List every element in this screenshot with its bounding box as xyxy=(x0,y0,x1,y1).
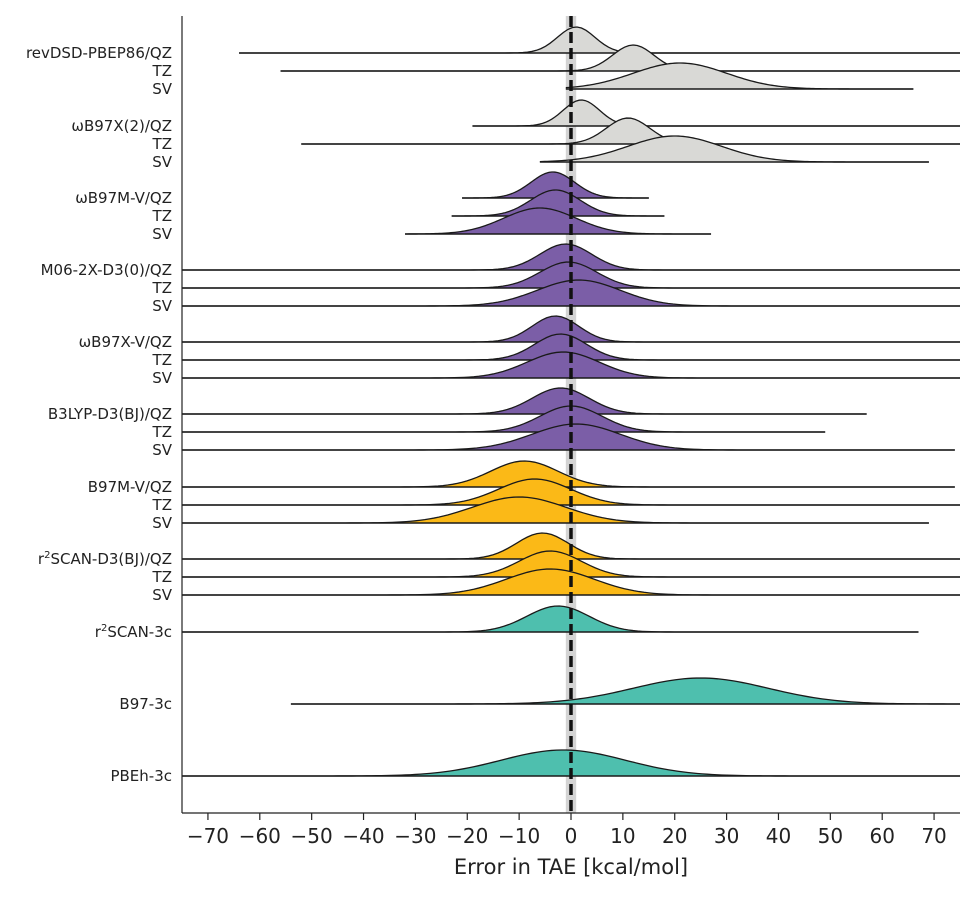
ridge-fill xyxy=(565,63,914,89)
ridge-fill xyxy=(182,606,919,632)
y-label: SV xyxy=(152,297,173,315)
ridge-3 xyxy=(472,99,960,127)
y-label: TZ xyxy=(152,496,172,514)
x-tick-label: −10 xyxy=(498,824,540,848)
y-label: revDSD-PBEP86/QZ xyxy=(26,44,172,62)
y-label: SV xyxy=(152,369,173,387)
y-label: r2SCAN-D3(BJ)/QZ xyxy=(38,550,172,568)
y-label: ωB97X(2)/QZ xyxy=(71,117,172,135)
ridge-24 xyxy=(182,605,919,633)
y-label: TZ xyxy=(152,207,172,225)
x-tick-label: 60 xyxy=(869,824,894,848)
y-label: SV xyxy=(152,514,173,532)
x-ticks-group: −70 −60 −50 −40 −30 −20 −10 0 10 20 30 40 50 60 70 xyxy=(187,813,947,848)
x-tick-label: 50 xyxy=(818,824,843,848)
x-tick-label: −20 xyxy=(446,824,488,848)
ridge-fill xyxy=(280,45,960,71)
x-tick-label: 20 xyxy=(662,824,687,848)
y-label: TZ xyxy=(152,135,172,153)
x-tick-label: 0 xyxy=(565,824,578,848)
x-tick-label: −60 xyxy=(239,824,281,848)
ridge-fill xyxy=(462,172,649,198)
ridge-0 xyxy=(239,26,961,54)
ridge-fill xyxy=(239,27,961,53)
x-tick-label: −50 xyxy=(291,824,333,848)
ridge-25 xyxy=(290,677,960,705)
ridge-8 xyxy=(405,207,712,235)
x-tick-label: −30 xyxy=(394,824,436,848)
x-tick-label: −40 xyxy=(342,824,384,848)
y-label: ωB97X-V/QZ xyxy=(79,333,172,351)
ridge-4 xyxy=(301,117,960,145)
y-label: r2SCAN-3c xyxy=(95,623,172,641)
x-tick-label: −70 xyxy=(187,824,229,848)
ridge-fill xyxy=(182,750,960,776)
y-label: SV xyxy=(152,80,173,98)
ridge-2 xyxy=(565,62,914,90)
y-labels-group: revDSD-PBEP86/QZTZSVωB97X(2)/QZTZSVωB97M… xyxy=(26,44,173,785)
y-label: TZ xyxy=(152,568,172,586)
y-label: TZ xyxy=(152,279,172,297)
y-label: SV xyxy=(152,225,173,243)
y-label: TZ xyxy=(152,423,172,441)
y-label: SV xyxy=(152,586,173,604)
y-label: B3LYP-D3(BJ)/QZ xyxy=(48,405,172,423)
ridge-fill xyxy=(182,424,955,450)
y-label: TZ xyxy=(152,351,172,369)
x-axis-label: Error in TAE [kcal/mol] xyxy=(454,855,688,879)
y-label: B97M-V/QZ xyxy=(88,478,172,496)
y-label: SV xyxy=(152,441,173,459)
ridge-fill xyxy=(451,190,665,216)
y-label: PBEh-3c xyxy=(110,767,172,785)
ridge-20 xyxy=(182,496,929,524)
ridge-fill xyxy=(182,352,960,378)
y-label: TZ xyxy=(152,62,172,80)
y-label: B97-3c xyxy=(119,695,172,713)
y-label: M06-2X-D3(0)/QZ xyxy=(41,261,172,279)
y-label: SV xyxy=(152,153,173,171)
ridge-1 xyxy=(280,44,960,72)
x-tick-label: 40 xyxy=(766,824,791,848)
ridge-15 xyxy=(182,387,867,415)
ridge-fill xyxy=(539,136,929,162)
ridge-17 xyxy=(182,423,955,451)
ridge-fill xyxy=(290,678,960,704)
ridge-fill xyxy=(182,334,960,360)
ridge-fill xyxy=(182,497,929,523)
y-label: ωB97M-V/QZ xyxy=(75,189,172,207)
ridge-18 xyxy=(182,460,955,488)
ridge-16 xyxy=(182,405,826,433)
x-tick-label: 10 xyxy=(610,824,635,848)
ridge-fill xyxy=(182,479,960,505)
ridge-5 xyxy=(539,135,929,163)
ridge-fill xyxy=(301,118,960,144)
x-tick-label: 70 xyxy=(921,824,946,848)
ridge-fill xyxy=(182,388,867,414)
x-tick-label: 30 xyxy=(714,824,739,848)
ridge-fill xyxy=(182,461,955,487)
